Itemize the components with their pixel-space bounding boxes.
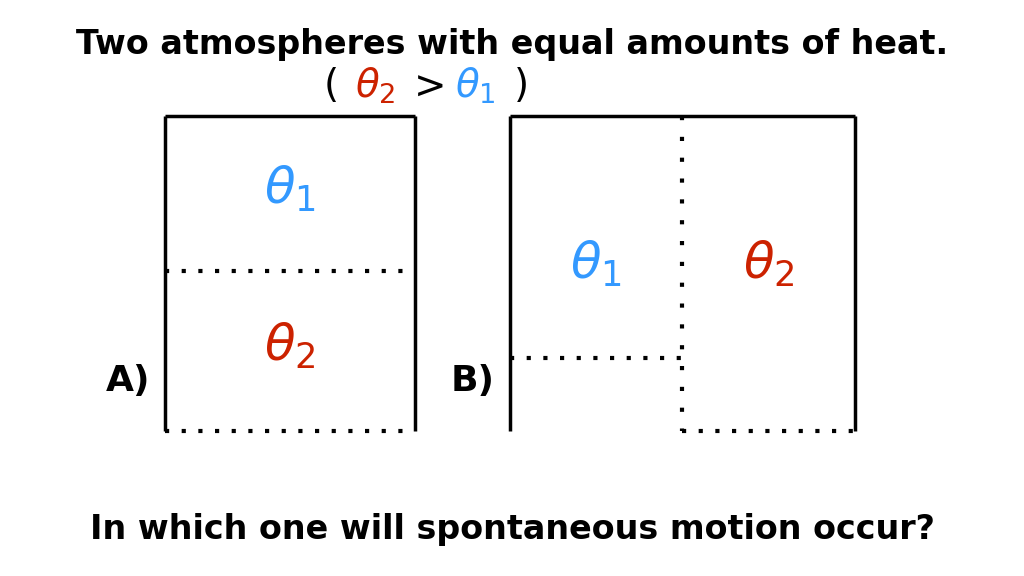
Text: $\theta_2$: $\theta_2$ xyxy=(264,321,315,371)
Text: $\theta_1$: $\theta_1$ xyxy=(570,238,622,289)
Text: $\theta_2$: $\theta_2$ xyxy=(742,238,795,289)
Text: $>$: $>$ xyxy=(406,67,444,105)
Text: B): B) xyxy=(451,364,495,398)
Text: A): A) xyxy=(105,364,150,398)
Text: $($: $($ xyxy=(323,66,337,105)
Text: Two atmospheres with equal amounts of heat.: Two atmospheres with equal amounts of he… xyxy=(76,28,948,61)
Text: $)$: $)$ xyxy=(513,66,527,105)
Text: $\theta_2$: $\theta_2$ xyxy=(354,66,395,106)
Text: $\theta_1$: $\theta_1$ xyxy=(455,66,496,106)
Text: $\theta_1$: $\theta_1$ xyxy=(264,164,315,214)
Text: In which one will spontaneous motion occur?: In which one will spontaneous motion occ… xyxy=(89,513,935,546)
